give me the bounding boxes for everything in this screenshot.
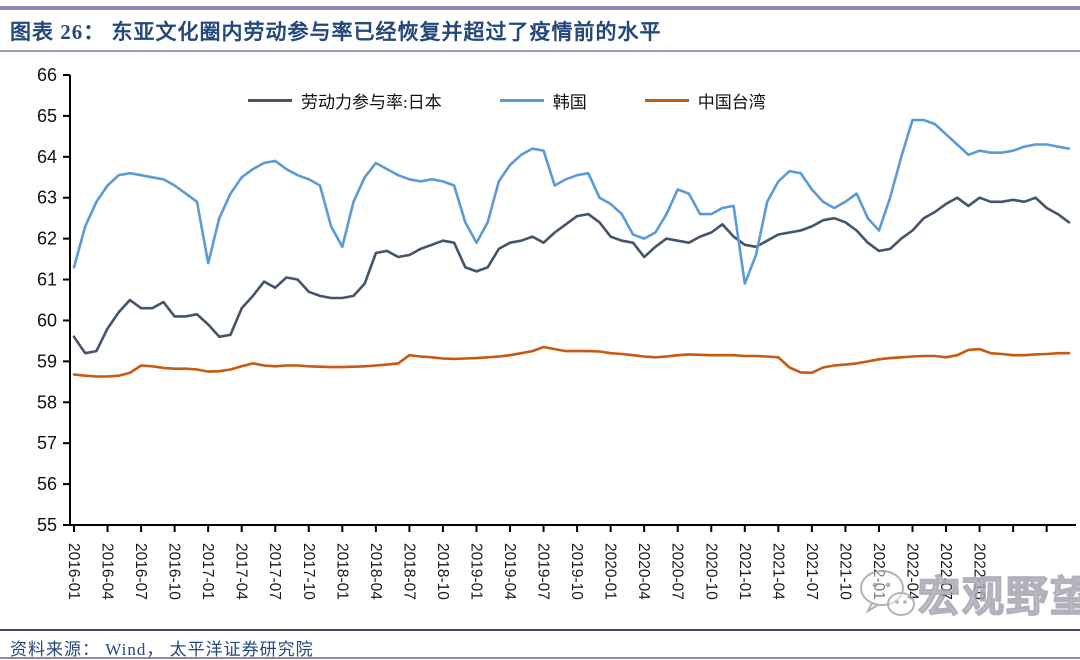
- japan-line-swatch: [248, 99, 292, 102]
- svg-text:2017-04: 2017-04: [233, 543, 250, 600]
- svg-text:2016-04: 2016-04: [99, 543, 116, 600]
- x-axis-tick-labels: 2016-01 2016-04 2016-07 2016-10 2017-01 2017-…: [65, 543, 988, 600]
- svg-text:2020-04: 2020-04: [635, 543, 652, 600]
- title-divider: [0, 50, 1080, 52]
- chart-legend: 劳动力参与率:日本 韩国 中国台湾: [248, 88, 766, 113]
- svg-text:65: 65: [37, 106, 57, 126]
- svg-text:2019-10: 2019-10: [568, 543, 585, 600]
- svg-text:2017-07: 2017-07: [266, 543, 283, 600]
- y-axis-tick-labels: 55 56 57 58 59 60 61 62 63 64 65 66: [37, 65, 57, 535]
- svg-text:2016-01: 2016-01: [65, 543, 82, 600]
- legend-label-korea: 韩国: [552, 93, 587, 112]
- series-line-2: [72, 345, 1071, 378]
- svg-text:2018-01: 2018-01: [333, 543, 350, 600]
- svg-text:2018-04: 2018-04: [367, 543, 384, 600]
- svg-text:2017-10: 2017-10: [300, 543, 317, 600]
- svg-text:55: 55: [37, 515, 57, 535]
- svg-text:2016-07: 2016-07: [132, 543, 149, 600]
- chart-title: 图表 26： 东亚文化圈内劳动参与率已经恢复并超过了疫情前的水平: [10, 20, 662, 44]
- top-divider: [0, 6, 1080, 10]
- svg-text:62: 62: [37, 229, 57, 249]
- series-lines: [72, 118, 1071, 378]
- svg-text:2019-01: 2019-01: [467, 543, 484, 600]
- svg-text:2022-04: 2022-04: [904, 543, 921, 600]
- svg-text:2017-01: 2017-01: [199, 543, 216, 600]
- svg-text:2022-10: 2022-10: [971, 543, 988, 600]
- series-line-1: [72, 118, 1071, 285]
- svg-text:2016-10: 2016-10: [166, 543, 183, 600]
- svg-text:2021-10: 2021-10: [836, 543, 853, 600]
- taiwan-line-swatch: [644, 99, 689, 102]
- svg-text:58: 58: [37, 392, 57, 412]
- svg-text:57: 57: [37, 433, 57, 453]
- legend-label-taiwan: 中国台湾: [697, 93, 766, 112]
- svg-text:59: 59: [37, 351, 57, 371]
- svg-text:2021-01: 2021-01: [736, 543, 753, 600]
- legend-item-korea: 韩国: [499, 88, 587, 113]
- legend-label-japan: 劳动力参与率:日本: [301, 93, 442, 112]
- legend-item-taiwan: 中国台湾: [644, 88, 766, 113]
- series-line-0: [72, 196, 1071, 355]
- svg-text:61: 61: [37, 270, 57, 290]
- svg-text:64: 64: [37, 147, 57, 167]
- svg-text:2018-10: 2018-10: [434, 543, 451, 600]
- svg-text:2021-04: 2021-04: [769, 543, 786, 600]
- svg-text:63: 63: [37, 188, 57, 208]
- svg-text:2019-04: 2019-04: [501, 543, 518, 600]
- svg-text:2022-07: 2022-07: [937, 543, 954, 600]
- axes: [63, 74, 1076, 532]
- svg-text:56: 56: [37, 474, 57, 494]
- source-note: 资料来源： Wind， 太平洋证券研究院: [10, 640, 314, 659]
- svg-text:2020-10: 2020-10: [702, 543, 719, 600]
- legend-item-japan: 劳动力参与率:日本: [248, 88, 442, 113]
- svg-text:60: 60: [37, 310, 57, 330]
- svg-text:2020-07: 2020-07: [669, 543, 686, 600]
- korea-line-swatch: [499, 99, 544, 102]
- svg-text:2021-07: 2021-07: [803, 543, 820, 600]
- svg-text:2020-01: 2020-01: [602, 543, 619, 600]
- bottom-divider: [0, 657, 1080, 659]
- svg-text:66: 66: [37, 65, 57, 85]
- svg-text:2019-07: 2019-07: [535, 543, 552, 600]
- svg-text:2022-01: 2022-01: [870, 543, 887, 600]
- svg-text:2018-07: 2018-07: [400, 543, 417, 600]
- footer-divider: [0, 629, 1080, 631]
